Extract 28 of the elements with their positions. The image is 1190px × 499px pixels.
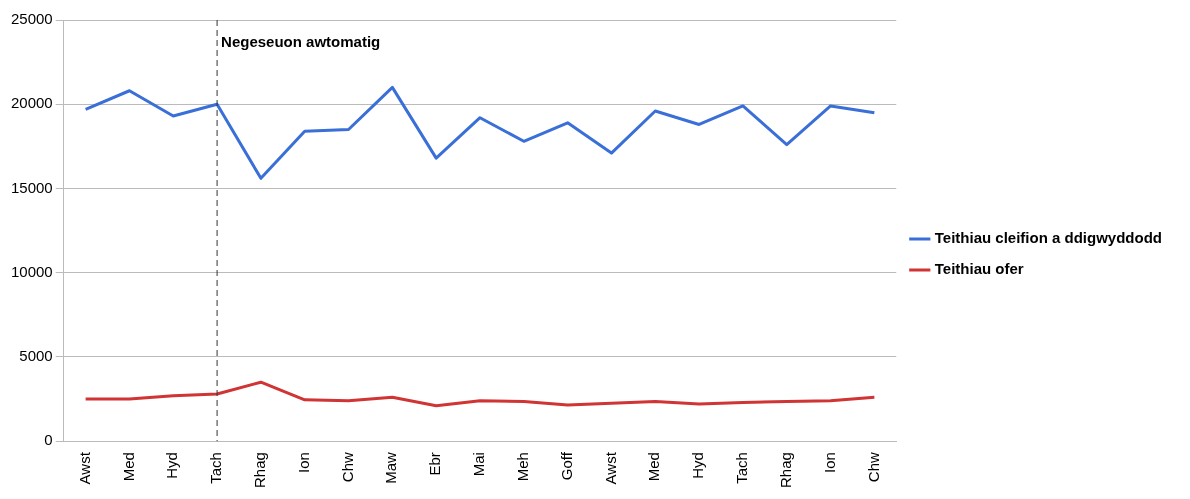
y-tick-label: 20000	[10, 94, 53, 112]
y-tick-label: 5000	[19, 347, 53, 365]
x-tick-label: Ion	[820, 452, 838, 473]
x-tick-label: Rhag	[776, 452, 794, 488]
x-tick-label: Chw	[864, 451, 882, 483]
x-tick-label: Med	[119, 452, 137, 482]
x-tick-label: Awst	[75, 451, 93, 485]
legend-label: Teithiau cleifion a ddigwyddodd	[934, 229, 1163, 247]
x-tick-label: Tach	[733, 452, 751, 484]
x-tick-label: Tach	[207, 452, 225, 484]
x-tick-label: Meh	[513, 452, 531, 482]
y-tick-label: 15000	[10, 178, 53, 196]
y-tick-label: 25000	[10, 10, 53, 28]
x-tick-label: Maw	[382, 451, 400, 484]
x-tick-label: Ebr	[426, 452, 444, 476]
x-tick-label: Hyd	[689, 452, 707, 479]
y-tick-label: 10000	[10, 262, 53, 280]
x-tick-label: Awst	[601, 451, 619, 485]
x-tick-label: Rhag	[251, 452, 269, 488]
x-tick-label: Hyd	[163, 452, 181, 479]
x-tick-label: Med	[645, 452, 663, 482]
ref-line-label: Negeseuon awtomatig	[221, 32, 381, 50]
x-tick-label: Mai	[470, 452, 488, 477]
legend-label: Teithiau ofer	[934, 260, 1024, 278]
x-tick-label: Ion	[294, 452, 312, 473]
y-tick-label: 0	[44, 431, 53, 449]
x-tick-label: Chw	[338, 451, 356, 483]
x-tick-label: Goff	[557, 451, 575, 481]
